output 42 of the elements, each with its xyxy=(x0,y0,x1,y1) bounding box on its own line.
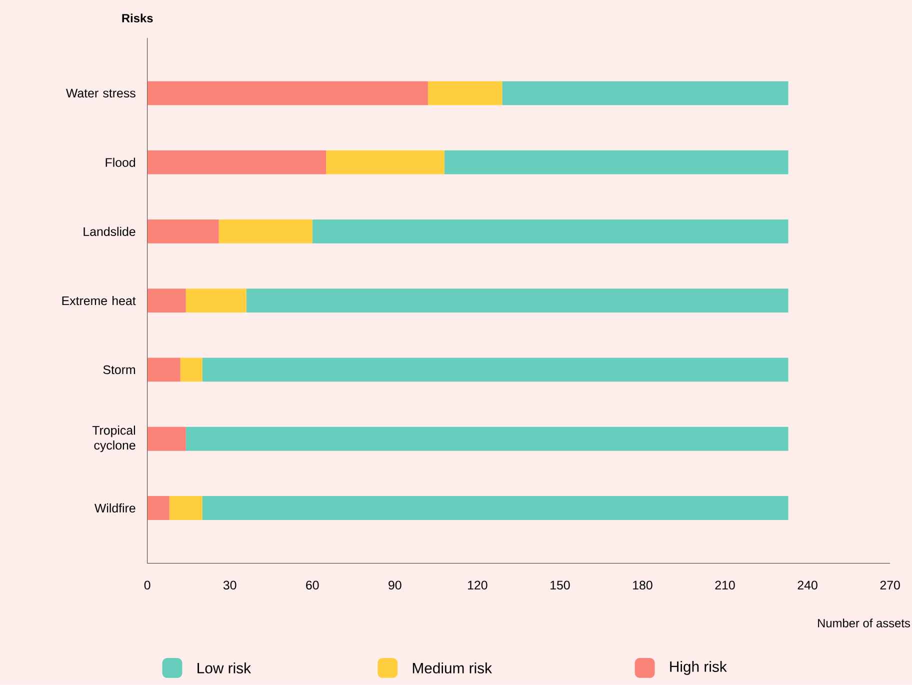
x-tick-label: 90 xyxy=(388,580,402,590)
bar xyxy=(147,150,326,174)
x-tick-label: 240 xyxy=(798,580,818,590)
bar xyxy=(428,81,502,106)
x-axis-title: Number of assets xyxy=(818,618,910,628)
y-tick-label: Water stress xyxy=(66,88,136,98)
y-tick-label: Storm xyxy=(103,365,136,374)
x-tick-label: 0 xyxy=(144,580,150,590)
y-tick-label: Extreme heat xyxy=(62,296,136,306)
bar xyxy=(326,150,444,174)
x-tick-label: 120 xyxy=(468,580,488,590)
x-tick-label: 210 xyxy=(715,580,735,590)
bar xyxy=(147,220,219,244)
bar xyxy=(246,288,788,313)
bar xyxy=(169,496,202,520)
bar xyxy=(147,426,186,451)
bar xyxy=(312,220,788,244)
y-axis-title: Risks xyxy=(122,14,153,22)
x-tick-label: 30 xyxy=(223,580,236,590)
y-tick-label: Tropical cyclone xyxy=(92,426,136,452)
x-tick-label: 150 xyxy=(550,580,570,590)
x-tick-label: 180 xyxy=(633,580,652,590)
bar xyxy=(502,81,788,106)
bar xyxy=(147,81,428,106)
x-tick-label: 60 xyxy=(306,580,319,590)
bar xyxy=(218,220,312,244)
bar xyxy=(202,496,788,520)
x-tick-label: 270 xyxy=(880,580,900,590)
bar xyxy=(186,288,246,313)
bar xyxy=(147,358,180,382)
y-tick-label: Landslide xyxy=(84,226,136,236)
bar xyxy=(202,358,788,382)
bar xyxy=(186,426,788,451)
bar xyxy=(147,496,170,520)
legend-label: Medium risk xyxy=(412,662,492,674)
legend-label: Low risk xyxy=(198,662,252,674)
bar xyxy=(147,288,186,313)
legend-label: High risk xyxy=(670,661,727,675)
bar xyxy=(180,358,202,382)
y-tick-label: Flood xyxy=(106,158,136,167)
bar xyxy=(444,150,788,174)
y-tick-label: Wildfire xyxy=(94,503,136,513)
